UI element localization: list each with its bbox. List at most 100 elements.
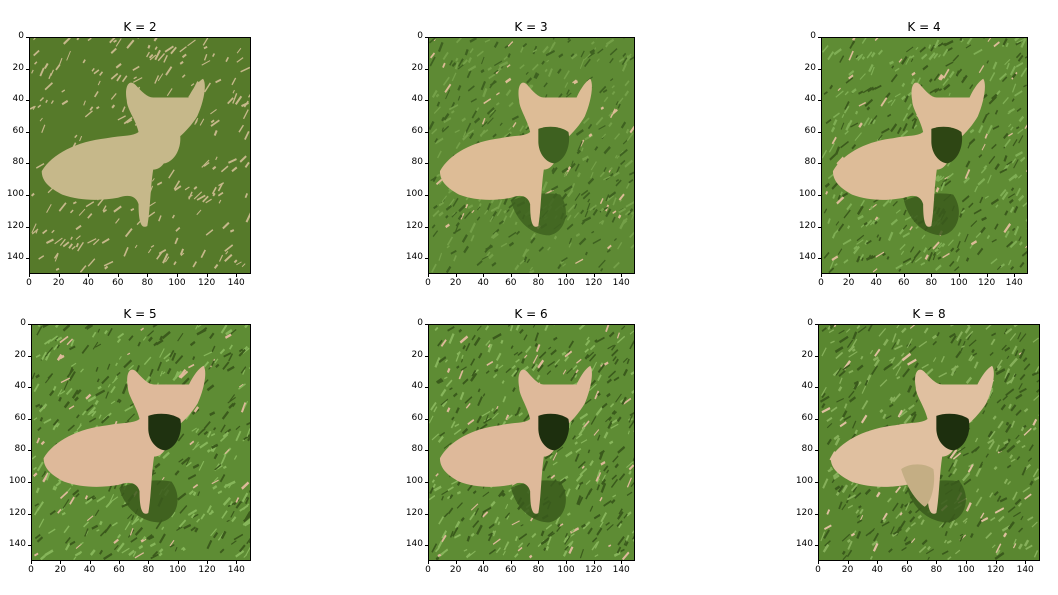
x-tick-mark bbox=[428, 561, 429, 564]
y-tick-mark bbox=[425, 513, 428, 515]
y-tick-label: 80 bbox=[12, 157, 24, 168]
dog-region bbox=[43, 365, 206, 514]
y-tick-label: 40 bbox=[14, 381, 26, 392]
y-tick-mark bbox=[818, 68, 821, 70]
x-tick-mark bbox=[847, 561, 849, 564]
x-tick-mark bbox=[566, 274, 567, 277]
x-tick-label: 60 bbox=[901, 565, 913, 575]
x-tick-label: 0 bbox=[28, 565, 34, 575]
x-tick-label: 140 bbox=[227, 278, 245, 288]
x-tick-label: 120 bbox=[198, 278, 216, 288]
y-tick-mark bbox=[818, 195, 821, 196]
y-tick-mark bbox=[815, 513, 818, 515]
y-tick-mark bbox=[818, 258, 821, 260]
x-tick-mark bbox=[821, 274, 822, 277]
x-tick-mark bbox=[483, 274, 485, 277]
x-tick-mark bbox=[903, 274, 905, 277]
y-tick-mark bbox=[815, 387, 818, 389]
y-tick-mark bbox=[28, 387, 31, 389]
y-tick-mark bbox=[815, 545, 818, 547]
y-tick-mark bbox=[425, 418, 428, 420]
x-tick-label: 40 bbox=[871, 565, 883, 575]
x-tick-mark bbox=[1014, 274, 1016, 277]
dog-region bbox=[439, 365, 592, 514]
y-tick-mark bbox=[425, 163, 428, 165]
y-tick-label: 40 bbox=[411, 94, 423, 105]
x-tick-label: 40 bbox=[477, 565, 489, 575]
y-tick-mark bbox=[425, 68, 428, 70]
segmented-image bbox=[32, 325, 250, 560]
x-tick-mark bbox=[207, 561, 208, 564]
x-tick-mark bbox=[455, 561, 457, 564]
x-tick-mark bbox=[483, 561, 485, 564]
x-tick-label: 80 bbox=[532, 278, 545, 288]
y-tick-mark bbox=[28, 545, 31, 547]
y-tick-label: 80 bbox=[801, 444, 813, 455]
x-tick-label: 120 bbox=[198, 565, 216, 575]
x-tick-mark bbox=[621, 561, 623, 564]
segmented-image bbox=[30, 38, 250, 273]
y-tick-label: 0 bbox=[807, 318, 813, 328]
x-tick-label: 140 bbox=[612, 565, 630, 575]
x-tick-mark bbox=[877, 561, 879, 564]
x-tick-mark bbox=[538, 561, 540, 564]
x-tick-label: 60 bbox=[112, 278, 124, 288]
x-tick-mark bbox=[906, 561, 908, 564]
dog-shade-region bbox=[901, 464, 935, 507]
segmented-image-k6 bbox=[818, 324, 1040, 561]
x-tick-label: 40 bbox=[82, 278, 94, 288]
x-tick-mark bbox=[119, 561, 120, 564]
x-tick-mark bbox=[117, 274, 119, 277]
y-tick-label: 140 bbox=[798, 252, 816, 263]
x-tick-label: 60 bbox=[505, 278, 517, 288]
grass-texture bbox=[30, 38, 250, 273]
x-tick-mark bbox=[510, 274, 512, 277]
y-tick-label: 40 bbox=[801, 381, 813, 392]
y-tick-label: 0 bbox=[417, 31, 423, 41]
x-tick-mark bbox=[428, 274, 429, 277]
segmented-image-k1 bbox=[29, 37, 251, 274]
x-tick-mark bbox=[1025, 561, 1027, 564]
grass-texture bbox=[819, 325, 1039, 560]
x-tick-mark bbox=[31, 561, 32, 564]
segmented-image-k2 bbox=[428, 37, 635, 274]
x-tick-label: 80 bbox=[925, 278, 938, 288]
x-tick-mark bbox=[29, 274, 30, 277]
y-tick-mark bbox=[425, 258, 428, 260]
y-tick-label: 80 bbox=[411, 444, 423, 455]
x-tick-label: 60 bbox=[505, 565, 517, 575]
y-tick-label: 100 bbox=[405, 476, 423, 486]
panel-title: K = 5 bbox=[123, 307, 157, 321]
x-tick-label: 100 bbox=[950, 278, 968, 288]
dog-face-region bbox=[148, 413, 181, 451]
y-tick-mark bbox=[26, 100, 29, 102]
y-tick-mark bbox=[425, 387, 428, 389]
x-tick-label: 120 bbox=[585, 565, 603, 575]
y-tick-label: 20 bbox=[411, 62, 423, 73]
y-tick-mark bbox=[818, 100, 821, 102]
x-tick-label: 0 bbox=[425, 565, 431, 575]
y-tick-label: 120 bbox=[6, 220, 24, 231]
y-tick-label: 140 bbox=[405, 252, 423, 263]
y-tick-mark bbox=[28, 482, 31, 483]
x-tick-label: 140 bbox=[612, 278, 630, 288]
x-tick-mark bbox=[876, 274, 878, 277]
dog-face-region bbox=[538, 126, 570, 164]
x-tick-mark bbox=[986, 274, 988, 277]
x-tick-label: 0 bbox=[26, 278, 32, 288]
y-tick-mark bbox=[425, 37, 428, 38]
x-tick-label: 100 bbox=[957, 565, 975, 575]
y-tick-label: 80 bbox=[804, 157, 816, 168]
dog-region bbox=[439, 78, 592, 227]
y-tick-mark bbox=[425, 482, 428, 483]
y-tick-mark bbox=[425, 324, 428, 325]
panel-title: K = 6 bbox=[514, 307, 548, 321]
x-tick-mark bbox=[177, 561, 179, 564]
y-tick-label: 60 bbox=[12, 125, 24, 136]
y-tick-label: 100 bbox=[8, 476, 26, 486]
x-tick-mark bbox=[89, 561, 91, 564]
y-tick-mark bbox=[815, 450, 818, 452]
x-tick-mark bbox=[206, 274, 208, 277]
y-tick-mark bbox=[815, 482, 818, 483]
y-tick-mark bbox=[26, 131, 29, 133]
